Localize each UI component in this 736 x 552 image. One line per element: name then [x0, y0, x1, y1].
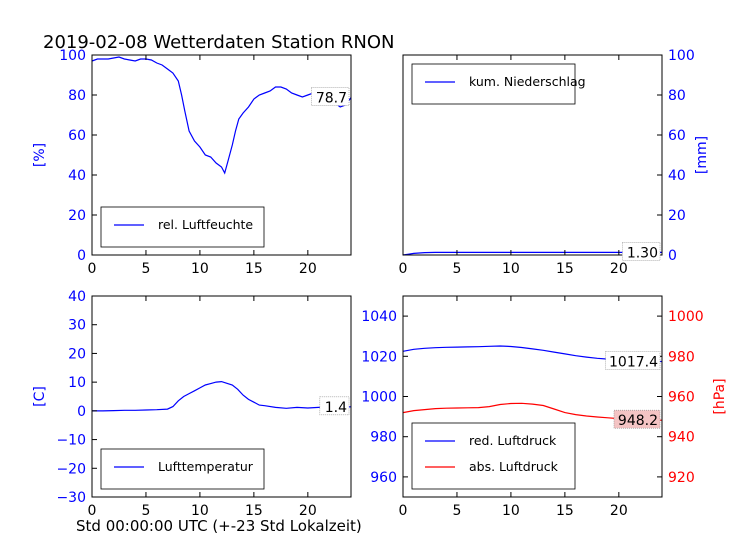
- y-tick-label: 940: [668, 430, 695, 446]
- y-tick-label: 1000: [668, 309, 704, 325]
- series-line: [402, 251, 662, 256]
- y-tick-label: 20: [68, 346, 86, 362]
- y-tick-label: 960: [370, 470, 397, 486]
- x-tick-label: 15: [245, 503, 263, 519]
- y-tick-label: 10: [68, 375, 86, 391]
- x-tick-label: 5: [141, 261, 150, 277]
- x-tick-label: 5: [452, 503, 461, 519]
- panel-bottom-left: 0 5 10 15 20 −30 −20 −10 0 10 20 30 40 [C] 1.4 Lufttemp…: [32, 289, 352, 519]
- last-value-box: [613, 409, 661, 429]
- y-axis-label: [mm]: [694, 136, 710, 174]
- y-tick-label: −20: [56, 461, 86, 477]
- y-axis-label: [C]: [32, 386, 48, 407]
- last-value-box: [311, 87, 350, 106]
- plot-frame: [91, 54, 352, 256]
- y-tick-label: 0: [668, 248, 677, 264]
- legend-entry: abs. Luftdruck: [469, 459, 559, 474]
- legend-box: [100, 206, 265, 248]
- panel-bottom-right: 0 5 10 15 20 960 980 1000 1020 1040 920 940 960 980 10…: [361, 295, 728, 519]
- series-line: [92, 380, 352, 412]
- x-tick-label: 0: [399, 503, 408, 519]
- legend-entry: Lufttemperatur: [158, 459, 254, 474]
- y-tick-label: 40: [68, 289, 86, 305]
- y-tick-label: 1000: [361, 390, 397, 406]
- plot-frame: [91, 295, 352, 498]
- x-tick-label: 0: [88, 261, 97, 277]
- x-tick-label: 10: [502, 503, 520, 519]
- y-tick-label: 80: [68, 88, 86, 104]
- x-tick-label: 0: [399, 261, 408, 277]
- legend-box: [100, 448, 265, 490]
- last-value-label: 1.4: [325, 400, 347, 416]
- legend-box: [411, 422, 576, 490]
- x-tick-label: 20: [299, 261, 317, 277]
- y-tick-label: 30: [68, 318, 86, 334]
- y-tick-label: 0: [77, 404, 86, 420]
- figure-title: 2019-02-08 Wetterdaten Station RNON: [43, 32, 394, 53]
- y-tick-label: 920: [668, 470, 695, 486]
- legend-entry: red. Luftdruck: [469, 433, 557, 448]
- x-tick-label: 15: [556, 503, 574, 519]
- x-tick-label: 20: [610, 503, 628, 519]
- y-tick-label: 100: [668, 48, 695, 64]
- x-tick-label: 0: [88, 503, 97, 519]
- y-tick-label: 80: [668, 88, 686, 104]
- series-line: [91, 56, 352, 175]
- y-tick-label: 980: [668, 349, 695, 365]
- x-axis-label: Std 00:00:00 UTC (+-23 Std Lokalzeit): [76, 517, 362, 535]
- x-tick-label: 15: [245, 261, 263, 277]
- last-value-label: 948.2: [618, 413, 658, 429]
- last-value-box: [622, 242, 661, 261]
- panel-top-left: 0 5 10 15 20 0 20 40 60 80 100 [%] 78.7 rel. Luftfeuc…: [32, 48, 352, 277]
- legend-box: [411, 63, 576, 105]
- legend-entry: kum. Niederschlag: [469, 74, 586, 89]
- panel-top-right: 0 5 10 15 20 0 20 40 60 80 100 [mm] 1.30 kum. Nieders…: [399, 48, 710, 277]
- last-value-box: [605, 351, 661, 370]
- x-tick-label: 5: [452, 261, 461, 277]
- last-value-label: 78.7: [316, 91, 347, 107]
- last-value-label: 1.30: [627, 245, 658, 261]
- last-value-label: 1017.4: [609, 355, 658, 371]
- y-tick-label: 100: [59, 48, 86, 64]
- x-tick-label: 10: [191, 503, 209, 519]
- y-tick-label: −10: [56, 433, 86, 449]
- y-axis-label: [%]: [32, 143, 48, 167]
- y-tick-label: 40: [668, 168, 686, 184]
- y-tick-label: 0: [77, 248, 86, 264]
- y-tick-label: 40: [68, 168, 86, 184]
- x-tick-label: 20: [299, 503, 317, 519]
- y-tick-label: 60: [668, 128, 686, 144]
- y-tick-label: 20: [68, 208, 86, 224]
- plot-frame: [402, 54, 663, 256]
- x-tick-label: 20: [610, 261, 628, 277]
- y-tick-label: 60: [68, 128, 86, 144]
- x-tick-label: 15: [556, 261, 574, 277]
- x-tick-label: 10: [191, 261, 209, 277]
- y-tick-label: −30: [56, 490, 86, 506]
- y-tick-label: 1020: [361, 349, 397, 365]
- x-tick-label: 5: [141, 503, 150, 519]
- y-tick-label: 980: [370, 430, 397, 446]
- y-tick-label: 20: [668, 208, 686, 224]
- x-tick-label: 10: [502, 261, 520, 277]
- y-tick-label: 1040: [361, 309, 397, 325]
- legend-entry: rel. Luftfeuchte: [158, 217, 253, 232]
- y-axis-label: [hPa]: [712, 378, 728, 414]
- last-value-box: [319, 396, 350, 416]
- y-tick-label: 960: [668, 390, 695, 406]
